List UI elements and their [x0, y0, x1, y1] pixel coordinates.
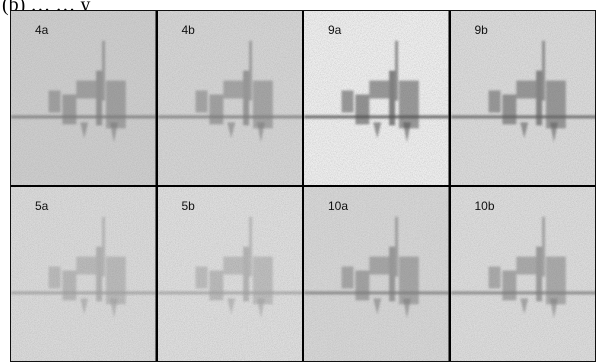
- spectrogram-panel: 9a: [304, 11, 449, 185]
- spectrogram-panel: 10a: [304, 187, 449, 361]
- spectrogram-image: [158, 187, 303, 361]
- spectrogram-panel: 10b: [451, 187, 596, 361]
- spectrogram-image: [11, 11, 156, 185]
- panel-label: 9b: [475, 23, 488, 37]
- panel-label: 4a: [35, 23, 48, 37]
- spectrogram-grid: 4a 4b 9a 9b 5a 5b 10a 10b: [10, 10, 596, 362]
- spectrogram-panel: 9b: [451, 11, 596, 185]
- panel-label: 10a: [328, 199, 348, 213]
- spectrogram-image: [158, 11, 303, 185]
- panel-label: 5b: [182, 199, 195, 213]
- spectrogram-image: [304, 11, 449, 185]
- spectrogram-panel: 5a: [11, 187, 156, 361]
- panel-label: 9a: [328, 23, 341, 37]
- spectrogram-panel: 4a: [11, 11, 156, 185]
- spectrogram-panel: 4b: [158, 11, 303, 185]
- spectrogram-panel: 5b: [158, 187, 303, 361]
- spectrogram-image: [304, 187, 449, 361]
- spectrogram-image: [11, 187, 156, 361]
- spectrogram-image: [451, 187, 596, 361]
- panel-label: 5a: [35, 199, 48, 213]
- spectrogram-image: [451, 11, 596, 185]
- panel-label: 4b: [182, 23, 195, 37]
- panel-label: 10b: [475, 199, 495, 213]
